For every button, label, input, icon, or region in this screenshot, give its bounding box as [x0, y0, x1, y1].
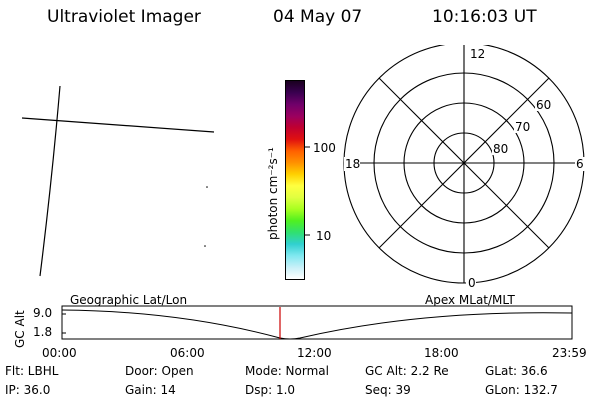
altitude-timeline — [61, 305, 573, 340]
colorbar-gradient — [286, 81, 304, 279]
diagonal-line-2 — [378, 77, 550, 249]
gc-alt-info: GC Alt: 2.2 Re — [365, 364, 449, 378]
dot-marker — [204, 245, 206, 247]
mlt-label-6: 6 — [576, 157, 584, 171]
mlat-label-80: 80 — [493, 142, 508, 156]
glat-info: GLat: 36.6 — [485, 364, 548, 378]
colorbar — [285, 80, 305, 280]
instrument-title: Ultraviolet Imager — [47, 7, 201, 27]
dot-marker — [206, 186, 208, 188]
dsp-info: Dsp: 1.0 — [245, 383, 296, 397]
filter-info: Flt: LBHL — [5, 364, 59, 378]
timeline-frame — [61, 305, 573, 340]
polar-plot: 12 18 6 0 60 70 80 — [343, 45, 585, 290]
seq-info: Seq: 39 — [365, 383, 411, 397]
mlt-label-0: 0 — [468, 276, 476, 290]
colorbar-tick-100: 100 — [313, 141, 336, 155]
x-tick-0000: 00:00 — [42, 346, 77, 360]
gain-info: Gain: 14 — [125, 383, 176, 397]
colorbar-ticks — [305, 146, 310, 236]
glon-info: GLon: 132.7 — [485, 383, 558, 397]
image-panel — [21, 85, 215, 277]
gc-alt-axis-title: GC Alt — [13, 310, 27, 348]
x-tick-1800: 18:00 — [424, 346, 459, 360]
longitude-line — [39, 85, 61, 277]
apex-label: Apex MLat/MLT — [425, 293, 515, 307]
mlat-label-60: 60 — [536, 98, 551, 112]
latitude-line — [21, 117, 215, 133]
mlt-label-18: 18 — [345, 157, 360, 171]
time-label: 10:16:03 UT — [432, 7, 537, 27]
mlat-label-70: 70 — [515, 120, 530, 134]
mlt-label-12: 12 — [470, 47, 485, 61]
date-label: 04 May 07 — [273, 7, 363, 27]
colorbar-tick-10: 10 — [316, 229, 332, 243]
x-tick-0600: 06:00 — [170, 346, 205, 360]
altitude-curve — [61, 309, 573, 340]
ip-info: IP: 36.0 — [5, 383, 51, 397]
x-tick-2359: 23:59 — [552, 346, 587, 360]
mode-info: Mode: Normal — [245, 364, 329, 378]
y-tick-9: 9.0 — [33, 306, 53, 320]
geographic-label: Geographic Lat/Lon — [70, 293, 188, 307]
colorbar-unit-label: photon cm⁻²s⁻¹ — [266, 147, 280, 240]
x-tick-1200: 12:00 — [297, 346, 332, 360]
y-tick-1-8: 1.8 — [33, 325, 53, 339]
door-info: Door: Open — [125, 364, 194, 378]
